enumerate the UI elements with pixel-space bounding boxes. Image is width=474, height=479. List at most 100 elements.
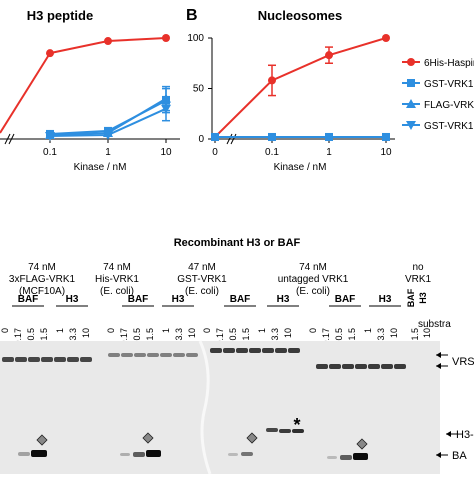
baf-band	[228, 453, 238, 456]
data-point	[161, 104, 171, 114]
data-point	[103, 130, 113, 140]
baf-band	[133, 452, 145, 457]
gel-group-enzyme: GST-VRK1	[177, 274, 227, 285]
panel-b-y-tick-label: 100	[187, 33, 204, 44]
data-point	[104, 37, 112, 46]
gel-group-concentration: 74 nM	[28, 262, 56, 273]
lane-value: 10	[422, 328, 432, 338]
lane-value: 1	[161, 328, 171, 333]
gel-group-concentration: 47 nM	[188, 262, 216, 273]
panel-a-title: H3 peptide	[27, 8, 93, 23]
baf-band-marker: BA	[436, 450, 467, 462]
legend-marker	[406, 99, 416, 108]
vrk-band	[329, 364, 341, 369]
series-line-0	[214, 37, 387, 138]
arrow-head-icon	[436, 363, 441, 369]
arrow-head-icon	[446, 431, 451, 437]
data-point	[325, 132, 333, 141]
lane-value: 3.3	[68, 328, 78, 341]
panel-b-axis-break	[226, 133, 233, 145]
arrow-head-icon	[436, 352, 441, 358]
gel-substrate-h3: H3	[379, 294, 392, 305]
vrk-band	[147, 353, 159, 357]
vrk-band	[210, 348, 222, 353]
h3-band	[292, 429, 304, 433]
panel-a-axis-break	[4, 133, 11, 145]
lane-value: 0.17	[215, 328, 225, 346]
data-point	[382, 132, 390, 141]
gel-group-concentration: no	[412, 262, 424, 273]
legend-label: GST-VRK1	[424, 121, 474, 132]
lane-value: 0.17	[321, 328, 331, 346]
baf-band	[353, 453, 368, 460]
vrk-band	[368, 364, 380, 369]
gel-title: Recombinant H3 or BAF	[174, 237, 301, 249]
gel-group-source: (E. coli)	[185, 286, 219, 297]
gel-group-source: (MCF10A)	[19, 286, 65, 297]
gel-panel: Recombinant H3 or BAF 74 nM3xFLAG-VRK1(M…	[0, 237, 474, 475]
h3-band	[266, 428, 278, 432]
lane-value: 10	[389, 328, 399, 338]
gel-substrate-baf: BAF	[18, 294, 39, 305]
panel-a-x-tick-label: 10	[160, 147, 172, 158]
vrk-band	[249, 348, 261, 353]
lane-value: 0	[0, 328, 10, 333]
lane-value: 0	[308, 328, 318, 333]
legend: 6His-Haspin GST-VRK1 FLAG-VRK1 GST-VRK1	[402, 58, 474, 132]
diamond-icon	[142, 432, 154, 444]
lane-value: 1.5	[241, 328, 251, 341]
lane-value: 1.5	[347, 328, 357, 341]
lane-value: 1.5	[410, 328, 420, 341]
lane-value: 1	[257, 328, 267, 333]
vrk-band	[316, 364, 328, 369]
panel-a-chart: H3 peptide 0.1 1 10 Kinase / nM	[0, 8, 180, 173]
gel-scratch	[198, 340, 212, 475]
lane-value: 0.5	[26, 328, 36, 341]
panel-b-x-tick-label: 1	[326, 147, 332, 158]
panel-b-x-tick-label: 0	[212, 147, 218, 158]
lane-value: 3.3	[376, 328, 386, 341]
legend-marker	[406, 121, 416, 130]
asterisk-marker: *	[293, 415, 300, 435]
gel-substrate-baf: BAF	[406, 288, 416, 307]
data-point	[45, 131, 55, 141]
gel-group-source: (E. coli)	[296, 286, 330, 297]
data-point	[268, 76, 276, 85]
lane-value: 0	[106, 328, 116, 333]
diamond-icon	[356, 438, 368, 450]
lane-value: 1.5	[39, 328, 49, 341]
lane-value: 0.17	[13, 328, 23, 346]
baf-band	[18, 452, 30, 456]
panel-b-letter: B	[186, 7, 198, 24]
baf-band	[340, 455, 352, 460]
baf-band	[31, 450, 47, 457]
panel-b-y-tick-label: 50	[193, 84, 205, 95]
panel-b-chart: B Nucleosomes 0 50 100 0 0.1 1 10 Kinase / nM	[186, 7, 395, 173]
vrk-band-marker: VRS	[436, 352, 474, 369]
vrk-band	[121, 353, 133, 357]
vrk-band	[54, 357, 66, 362]
lane-value: 0.17	[119, 328, 129, 346]
vrk-band	[15, 357, 27, 362]
panel-b-x-tick-label: 0.1	[265, 147, 279, 158]
lane-value: 10	[81, 328, 91, 338]
lane-value: 0.5	[228, 328, 238, 341]
lane-value: 0.5	[132, 328, 142, 341]
gel-substrate-baf: BAF	[128, 294, 149, 305]
baf-band	[327, 456, 337, 459]
gel-substrate-h3: H3	[277, 294, 290, 305]
vrk-band	[28, 357, 40, 362]
baf-band	[241, 452, 253, 456]
vrk-band	[223, 348, 235, 353]
gel-substrate-baf: BAF	[335, 294, 356, 305]
gel-group-concentration: 74 nM	[103, 262, 131, 273]
panel-a-x-tick-label: 0.1	[43, 147, 57, 158]
lane-value: 1	[363, 328, 373, 333]
lane-value: 1	[55, 328, 65, 333]
lane-value: 10	[283, 328, 293, 338]
diamond-icon	[36, 434, 48, 446]
gel-substrate-h3: H3	[418, 292, 428, 304]
panel-b-x-tick-label: 10	[380, 147, 392, 158]
vrk-band	[80, 357, 92, 362]
vrk-band	[160, 353, 172, 357]
